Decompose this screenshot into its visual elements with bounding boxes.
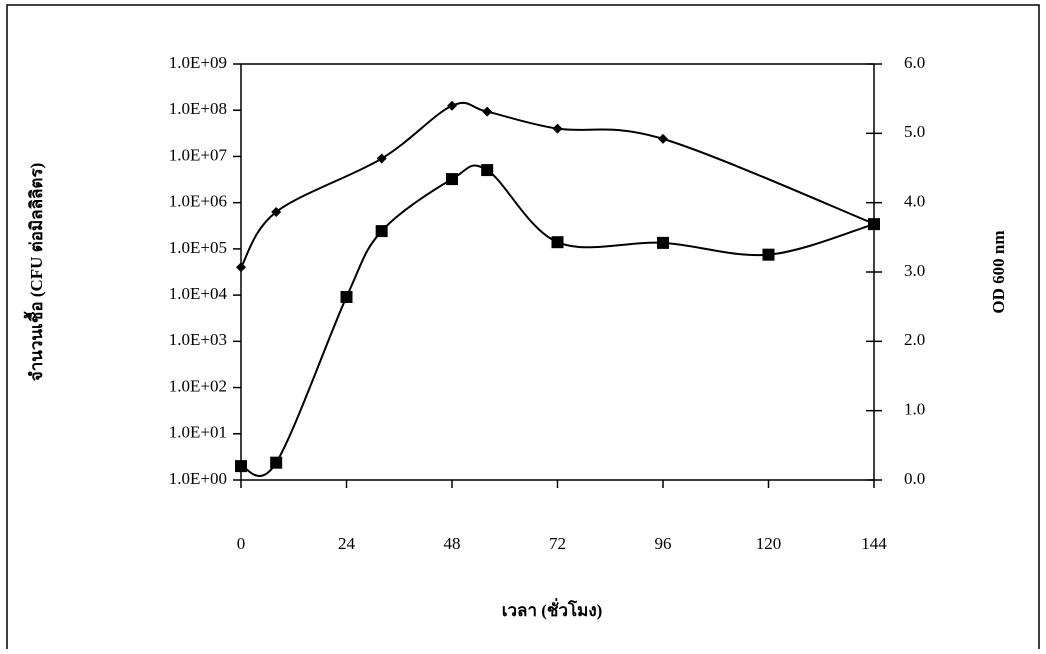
marker xyxy=(657,236,669,249)
y2-tick-label: 6.0 xyxy=(904,53,925,72)
marker xyxy=(270,456,283,469)
y2-tick-label: 1.0 xyxy=(904,400,925,419)
x-tick-label: 24 xyxy=(338,534,356,553)
marker xyxy=(375,225,388,238)
y-tick-label: 1.0E+03 xyxy=(169,330,227,349)
y-tick-label: 1.0E+01 xyxy=(169,423,227,442)
marker xyxy=(446,173,458,186)
y-tick-label: 1.0E+00 xyxy=(169,469,227,488)
y2-tick-label: 5.0 xyxy=(904,122,925,141)
x-tick-label: 120 xyxy=(756,534,782,553)
y-tick-label: 1.0E+04 xyxy=(169,284,228,303)
x-tick-label: 96 xyxy=(655,534,672,553)
marker xyxy=(552,123,563,134)
x-tick-label: 144 xyxy=(861,534,887,553)
y-tick-label: 1.0E+02 xyxy=(169,376,227,395)
marker xyxy=(762,248,775,261)
marker xyxy=(658,133,668,144)
y2-tick-label: 2.0 xyxy=(904,330,925,349)
marker xyxy=(481,164,494,177)
chart-frame xyxy=(6,4,1040,654)
marker xyxy=(447,100,457,111)
marker xyxy=(551,236,564,249)
x-tick-label: 0 xyxy=(237,534,246,553)
y2-tick-label: 3.0 xyxy=(904,261,925,280)
y2-tick-label: 4.0 xyxy=(904,192,925,211)
marker xyxy=(235,460,247,473)
series-line xyxy=(240,164,875,477)
marker xyxy=(236,262,246,273)
marker xyxy=(271,206,282,217)
y-tick-label: 1.0E+09 xyxy=(169,53,227,72)
y-tick-label: 1.0E+08 xyxy=(169,99,227,118)
y2-axis-label: OD 600 nm xyxy=(989,230,1008,313)
marker xyxy=(482,106,493,117)
marker xyxy=(340,290,353,303)
y-tick-label: 1.0E+07 xyxy=(169,145,228,164)
y-tick-label: 1.0E+05 xyxy=(169,238,227,257)
x-axis-label: เวลา (ชั่วโมง) xyxy=(502,598,603,620)
y2-tick-label: 0.0 xyxy=(904,469,925,488)
marker xyxy=(868,218,880,231)
y-tick-label: 1.0E+06 xyxy=(169,192,227,211)
series-line xyxy=(240,101,875,268)
x-tick-label: 72 xyxy=(549,534,566,553)
y-axis-label: จำนวนเชื้อ (CFU ต่อมิลลิลิตร) xyxy=(23,163,46,382)
marker xyxy=(376,153,387,164)
x-tick-label: 48 xyxy=(444,534,461,553)
